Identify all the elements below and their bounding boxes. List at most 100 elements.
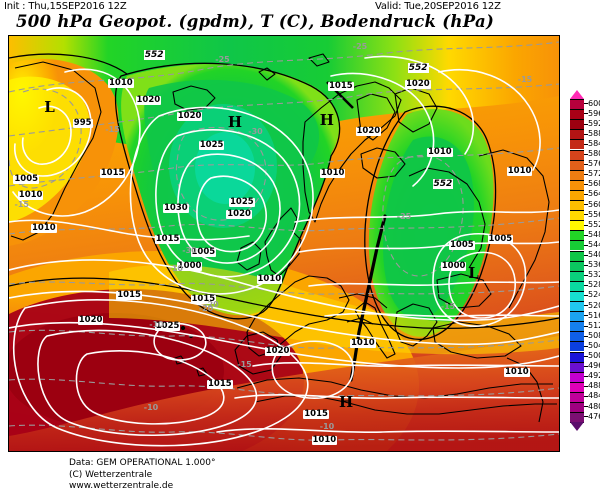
isobar-label: 1020 xyxy=(135,94,162,105)
colorbar-label-596: 596 xyxy=(588,108,600,118)
colorbar-tick xyxy=(584,174,588,176)
colorbar-label-584: 584 xyxy=(588,138,600,148)
isotherm-label: -10 xyxy=(319,421,335,431)
colorbar-label-496: 496 xyxy=(588,361,600,371)
colorbar-label-524: 524 xyxy=(588,290,600,300)
geopotential-label: 552 xyxy=(432,179,454,190)
isobar-label: 1010 xyxy=(319,167,346,178)
colorbar-band-508 xyxy=(570,331,588,342)
colorbar-label-556: 556 xyxy=(588,209,600,219)
geopotential-label: 552 xyxy=(407,63,429,74)
colorbar-divider xyxy=(570,189,584,191)
isobar-label: 1000 xyxy=(440,261,467,272)
colorbar-band-584 xyxy=(570,139,588,150)
colorbar-label-544: 544 xyxy=(588,239,600,249)
colorbar-label-508: 508 xyxy=(588,330,600,340)
colorbar-band-552 xyxy=(570,220,588,231)
isobar-label: 1010 xyxy=(31,223,57,234)
geopotential-band-yellow-midlat xyxy=(109,264,559,355)
colorbar-divider xyxy=(570,321,584,323)
colorbar-tick xyxy=(584,386,588,388)
isotherm-label: -15 xyxy=(440,301,456,311)
isotherm-label: -10 xyxy=(168,264,183,274)
colorbar-tick xyxy=(584,416,588,418)
isobar-label: 1010 xyxy=(506,165,533,176)
colorbar-tick xyxy=(584,123,588,125)
colorbar-divider xyxy=(570,341,584,343)
colorbar-label-500: 500 xyxy=(588,351,600,360)
colorbar-band-548 xyxy=(570,230,588,241)
isotherm-label: -20 xyxy=(198,303,214,313)
weather-map[interactable]: L H H L H 552 552 552 995 1005 1010 1010… xyxy=(8,35,560,452)
footer-website[interactable]: www.wetterzentrale.de xyxy=(69,481,174,491)
colorbar-label-488: 488 xyxy=(588,381,600,391)
colorbar-band-532 xyxy=(570,270,588,281)
colorbar-band-484 xyxy=(570,391,588,402)
pressure-center-high-atlantic: H xyxy=(227,112,243,131)
colorbar-band-520 xyxy=(570,301,588,312)
colorbar-legend[interactable]: 6005965925885845805765725685645605565525… xyxy=(570,90,600,440)
colorbar-divider xyxy=(570,129,584,131)
isotherm-label: -10 xyxy=(149,320,164,330)
colorbar-tick xyxy=(584,335,588,337)
pressure-center-low-greenland: L xyxy=(44,98,55,117)
colorbar-divider xyxy=(570,240,584,242)
isobar-label: 1005 xyxy=(487,234,514,245)
colorbar-band-600 xyxy=(570,99,588,110)
colorbar-divider xyxy=(570,381,584,383)
colorbar-divider xyxy=(570,200,584,201)
colorbar-band-500 xyxy=(570,351,588,362)
colorbar-band-544 xyxy=(570,240,588,251)
isobar-label: 1015 xyxy=(328,80,354,91)
colorbar-divider xyxy=(570,290,584,292)
colorbar-divider xyxy=(570,99,584,100)
colorbar-tick xyxy=(584,365,588,367)
colorbar-band-492 xyxy=(570,371,588,382)
isotherm-label: -30 xyxy=(248,127,263,137)
colorbar-tick xyxy=(584,133,588,135)
isobar-label: 1025 xyxy=(198,140,225,151)
colorbar-tick xyxy=(584,184,588,186)
colorbar-label-476: 476 xyxy=(588,411,600,421)
colorbar-tick xyxy=(584,194,588,196)
colorbar-band-504 xyxy=(570,341,588,352)
colorbar-band-576 xyxy=(570,159,588,170)
init-time-label: Init : Thu,15SEP2016 12Z xyxy=(4,1,127,12)
colorbar-label-520: 520 xyxy=(588,300,600,310)
footer-data-source: Data: GEM OPERATIONAL 1.000° xyxy=(69,458,216,468)
colorbar-divider xyxy=(570,230,584,232)
colorbar-band-560 xyxy=(570,200,588,211)
colorbar-divider xyxy=(570,311,584,313)
colorbar-divider xyxy=(570,391,584,393)
colorbar-divider xyxy=(570,412,584,414)
chart-header: Init : Thu,15SEP2016 12Z Valid: Tue,20SE… xyxy=(0,0,600,34)
colorbar-tick xyxy=(584,103,588,105)
isobar-label: 1010 xyxy=(17,190,44,201)
colorbar-tick xyxy=(584,214,588,216)
isobar-label: 1005 xyxy=(13,173,40,184)
isobar-label: 1010 xyxy=(504,367,530,377)
colorbar-divider xyxy=(570,119,584,121)
colorbar-band-540 xyxy=(570,250,588,261)
colorbar-tick xyxy=(584,113,588,115)
isobar-label: 995 xyxy=(72,118,93,128)
colorbar-band-488 xyxy=(570,381,588,392)
colorbar-divider xyxy=(570,270,584,272)
colorbar-label-580: 580 xyxy=(588,149,600,158)
isotherm-label: -20 xyxy=(204,299,219,309)
pressure-center-high-norway: H xyxy=(319,110,334,129)
colorbar-tick xyxy=(584,163,588,165)
isobar-label: 1015 xyxy=(207,379,233,390)
colorbar-divider xyxy=(570,331,584,333)
colorbar-divider xyxy=(570,210,584,212)
isobar-label: 1020 xyxy=(405,78,431,89)
isobar-label: 1010 xyxy=(311,435,338,446)
colorbar-tick xyxy=(584,295,588,297)
isotherm-label: -25 xyxy=(352,42,368,52)
colorbar-divider xyxy=(570,149,584,151)
pressure-center-high-algeria: H xyxy=(339,392,354,411)
isobar-label: 1015 xyxy=(190,294,217,305)
isobar-label: 1020 xyxy=(77,315,104,326)
colorbar-band-592 xyxy=(570,119,588,130)
isotherm-label: -10 xyxy=(143,403,159,413)
